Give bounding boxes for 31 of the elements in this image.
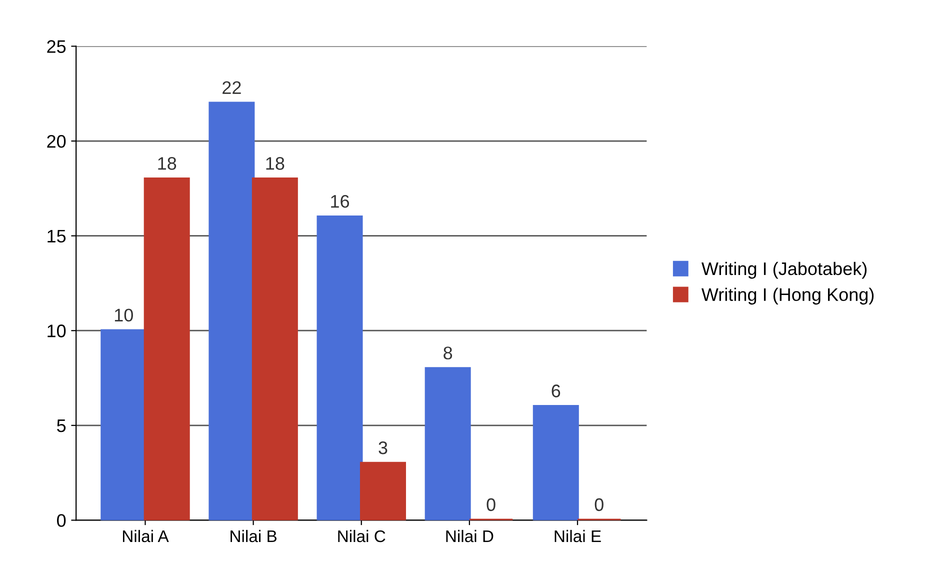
data-label: 10 [114,308,133,322]
x-tick-label: Nilai E [554,530,601,542]
y-tick-label: 5 [57,420,66,432]
bar [100,329,147,520]
data-label: 22 [222,81,241,94]
y-tick-label: 25 [47,40,66,53]
y-tick-label: 0 [57,514,66,527]
bar [360,462,406,520]
bar [316,215,363,520]
bar [424,367,471,520]
data-label: 0 [594,498,604,512]
y-tick-label: 15 [48,230,66,243]
x-tick-label: Nilai A [122,530,169,542]
data-label: 8 [444,346,452,360]
legend-label: Writing I (Jabotabek) [702,262,867,279]
legend-label: Writing I (Hong Kong) [702,288,874,305]
data-label: 0 [486,498,496,512]
x-tick-label: Nilai C [338,530,386,542]
bar [144,178,190,520]
bar [252,178,298,520]
bar [208,102,255,520]
data-label: 16 [331,194,350,208]
data-label: 18 [158,157,176,170]
x-tick-label: Nilai D [446,530,494,542]
y-tick-label: 20 [47,134,66,148]
bar [532,405,579,520]
y-tick-label: 10 [48,324,66,338]
data-label: 18 [266,157,284,170]
data-label: 6 [552,384,560,398]
x-tick-label: Nilai B [230,530,277,542]
data-label: 3 [378,441,388,454]
